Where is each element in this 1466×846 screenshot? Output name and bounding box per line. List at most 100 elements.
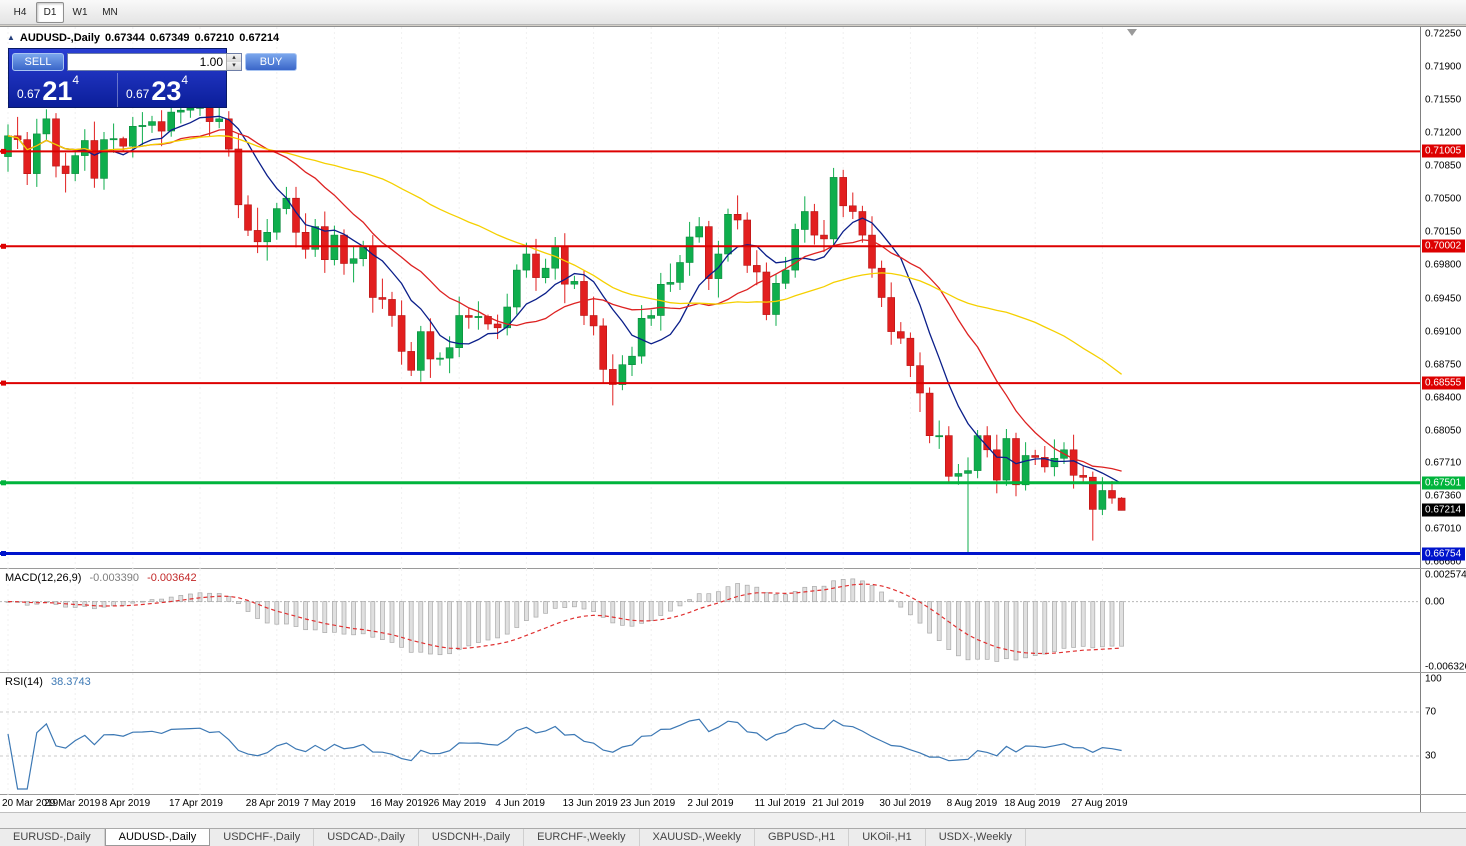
candlesticks xyxy=(4,97,1126,552)
axis-separator xyxy=(1420,569,1421,672)
one-click-trading-panel: SELL ▴ ▾ BUY 0.67 21 4 0.67 xyxy=(8,48,297,108)
date-axis-label: 8 Apr 2019 xyxy=(101,798,151,809)
macd-axis-tick: -0.006326 xyxy=(1425,661,1466,673)
macd-header: MACD(12,26,9) -0.003390 -0.003642 xyxy=(5,572,197,584)
volume-down-icon[interactable]: ▾ xyxy=(227,62,241,70)
bid-price-small: 0.67 xyxy=(17,87,41,101)
level-handle[interactable] xyxy=(1,380,6,386)
bid-price-sup: 4 xyxy=(72,73,80,87)
chart-tab-xauusd-weekly[interactable]: XAUUSD-,Weekly xyxy=(640,829,755,846)
date-axis-label: 2 Jul 2019 xyxy=(687,798,734,809)
date-axis-label: 16 May 2019 xyxy=(370,798,429,809)
axis-separator xyxy=(1420,795,1421,812)
timeframe-button-w1[interactable]: W1 xyxy=(72,6,88,18)
date-axis-label: 11 Jul 2019 xyxy=(754,798,806,809)
level-price-badge: 0.67501 xyxy=(1422,476,1465,490)
volume-spinner: ▴ ▾ xyxy=(226,54,241,70)
chart-tab-usdcnh-daily[interactable]: USDCNH-,Daily xyxy=(419,829,525,846)
volume-input[interactable] xyxy=(68,54,226,70)
sell-button[interactable]: SELL xyxy=(12,53,64,71)
chart-tab-bar: EURUSD-,Daily AUDUSD-,Daily USDCHF-,Daily U… xyxy=(0,828,1466,846)
chart-shift-marker[interactable] xyxy=(1127,29,1137,36)
date-axis-label: 17 Apr 2019 xyxy=(169,798,223,809)
chart-tab-usdx-weekly[interactable]: USDX-,Weekly xyxy=(926,829,1026,846)
timeframe-button-mn[interactable]: MN xyxy=(102,6,118,18)
date-axis-label: 20 Mar 2019 xyxy=(2,798,59,809)
date-axis-label: 23 Jun 2019 xyxy=(620,798,676,809)
chart-open-value: 0.67344 xyxy=(105,32,145,44)
level-price-badge: 0.71005 xyxy=(1422,144,1465,158)
macd-signal-line xyxy=(7,583,1122,655)
chart-tab-audusd-daily[interactable]: AUDUSD-,Daily xyxy=(104,829,211,846)
level-price-badge: 0.70002 xyxy=(1422,239,1465,253)
macd-histogram xyxy=(5,578,1124,662)
level-handle[interactable] xyxy=(1,243,6,249)
volume-control: ▴ ▾ xyxy=(67,53,242,71)
timeframe-button-h4[interactable]: H4 xyxy=(13,6,27,18)
macd-signal-value: -0.003642 xyxy=(147,572,197,584)
ma-line-fast xyxy=(7,115,1122,485)
date-axis-label: 8 Aug 2019 xyxy=(946,798,998,809)
ask-price-display[interactable]: 0.67 23 4 xyxy=(117,73,226,107)
chart-tab-usdcad-daily[interactable]: USDCAD-,Daily xyxy=(314,829,419,846)
price-axis-tick: 0.71200 xyxy=(1425,127,1462,139)
rsi-plot[interactable] xyxy=(0,673,1420,795)
level-handle[interactable] xyxy=(1,480,6,486)
price-axis-tick: 0.72250 xyxy=(1425,28,1462,40)
chart-tab-eurchf-weekly[interactable]: EURCHF-,Weekly xyxy=(524,829,640,846)
rsi-value: 38.3743 xyxy=(50,676,91,688)
bid-price-display[interactable]: 0.67 21 4 xyxy=(9,73,117,107)
macd-axis-tick: 0.002574 xyxy=(1425,569,1466,581)
chart-tab-ukoil-h1[interactable]: UKOil-,H1 xyxy=(849,829,926,846)
timeframe-button-d1[interactable]: D1 xyxy=(36,1,64,23)
price-axis-tick: 0.67710 xyxy=(1425,457,1462,469)
price-axis[interactable]: 0.72250 0.71900 0.71550 0.71200 0.70850 0.705… xyxy=(1422,27,1466,568)
chart-close-value: 0.67214 xyxy=(239,32,280,44)
price-axis-tick: 0.69800 xyxy=(1425,259,1462,271)
level-handle[interactable] xyxy=(1,551,6,556)
price-axis-tick: 0.68750 xyxy=(1425,359,1462,371)
price-axis-tick: 0.67360 xyxy=(1425,490,1462,502)
price-axis-tick: 0.66660 xyxy=(1425,556,1462,568)
ask-price-small: 0.67 xyxy=(126,87,150,101)
macd-plot[interactable] xyxy=(0,569,1420,673)
ma-line-slow xyxy=(7,135,1122,375)
buy-button[interactable]: BUY xyxy=(245,53,297,71)
current-price-badge: 0.67214 xyxy=(1422,503,1465,517)
chart-title: ▲ AUDUSD-,Daily 0.67344 0.67349 0.67210 … xyxy=(7,32,279,44)
rsi-line xyxy=(7,718,1122,790)
ma-line-medium xyxy=(7,128,1122,472)
date-axis-label: 4 Jun 2019 xyxy=(495,798,545,809)
timeframe-toolbar: H4 D1 W1 MN xyxy=(0,0,1466,25)
price-axis-tick: 0.69450 xyxy=(1425,293,1462,304)
date-axis-label: 26 May 2019 xyxy=(428,798,487,809)
price-axis-tick: 0.68400 xyxy=(1425,392,1462,404)
chart-symbol-label: AUDUSD-,Daily xyxy=(19,32,100,44)
chart-high-value: 0.67349 xyxy=(149,32,190,44)
price-axis-tick: 0.70500 xyxy=(1425,193,1462,205)
axis-separator xyxy=(1420,673,1421,794)
macd-axis[interactable]: 0.002574 0.00 -0.006326 xyxy=(1422,569,1466,673)
macd-axis-tick: 0.00 xyxy=(1425,596,1445,608)
price-plot[interactable] xyxy=(0,27,1420,569)
chart-tab-gbpusd-h1[interactable]: GBPUSD-,H1 xyxy=(755,829,850,846)
chart-tab-eurusd-daily[interactable]: EURUSD-,Daily xyxy=(0,829,105,846)
price-axis-tick: 0.67010 xyxy=(1425,523,1462,535)
grid xyxy=(7,27,1103,569)
price-axis-tick: 0.70850 xyxy=(1425,160,1462,172)
price-pane: 0.72250 0.71900 0.71550 0.71200 0.70850 0.705… xyxy=(0,27,1466,569)
date-axis[interactable]: 20 Mar 2019 29 Mar 2019 8 Apr 2019 17 Apr 2… xyxy=(0,795,1466,813)
one-click-collapse-icon[interactable]: ▲ xyxy=(7,33,15,42)
date-axis-label: 27 Aug 2019 xyxy=(1071,798,1128,809)
macd-main-value: -0.003390 xyxy=(89,572,140,584)
price-axis-tick: 0.68050 xyxy=(1425,425,1462,437)
chart-tab-usdchf-daily[interactable]: USDCHF-,Daily xyxy=(210,829,315,846)
price-axis-tick: 0.71900 xyxy=(1425,61,1462,73)
rsi-pane: 100 70 30 RSI(14) 38.3743 xyxy=(0,673,1466,795)
level-handle[interactable] xyxy=(1,148,6,154)
rsi-axis[interactable]: 100 70 30 xyxy=(1422,673,1466,794)
volume-up-icon[interactable]: ▴ xyxy=(227,54,241,62)
grid xyxy=(7,673,1103,795)
date-axis-label: 29 Mar 2019 xyxy=(44,798,101,809)
